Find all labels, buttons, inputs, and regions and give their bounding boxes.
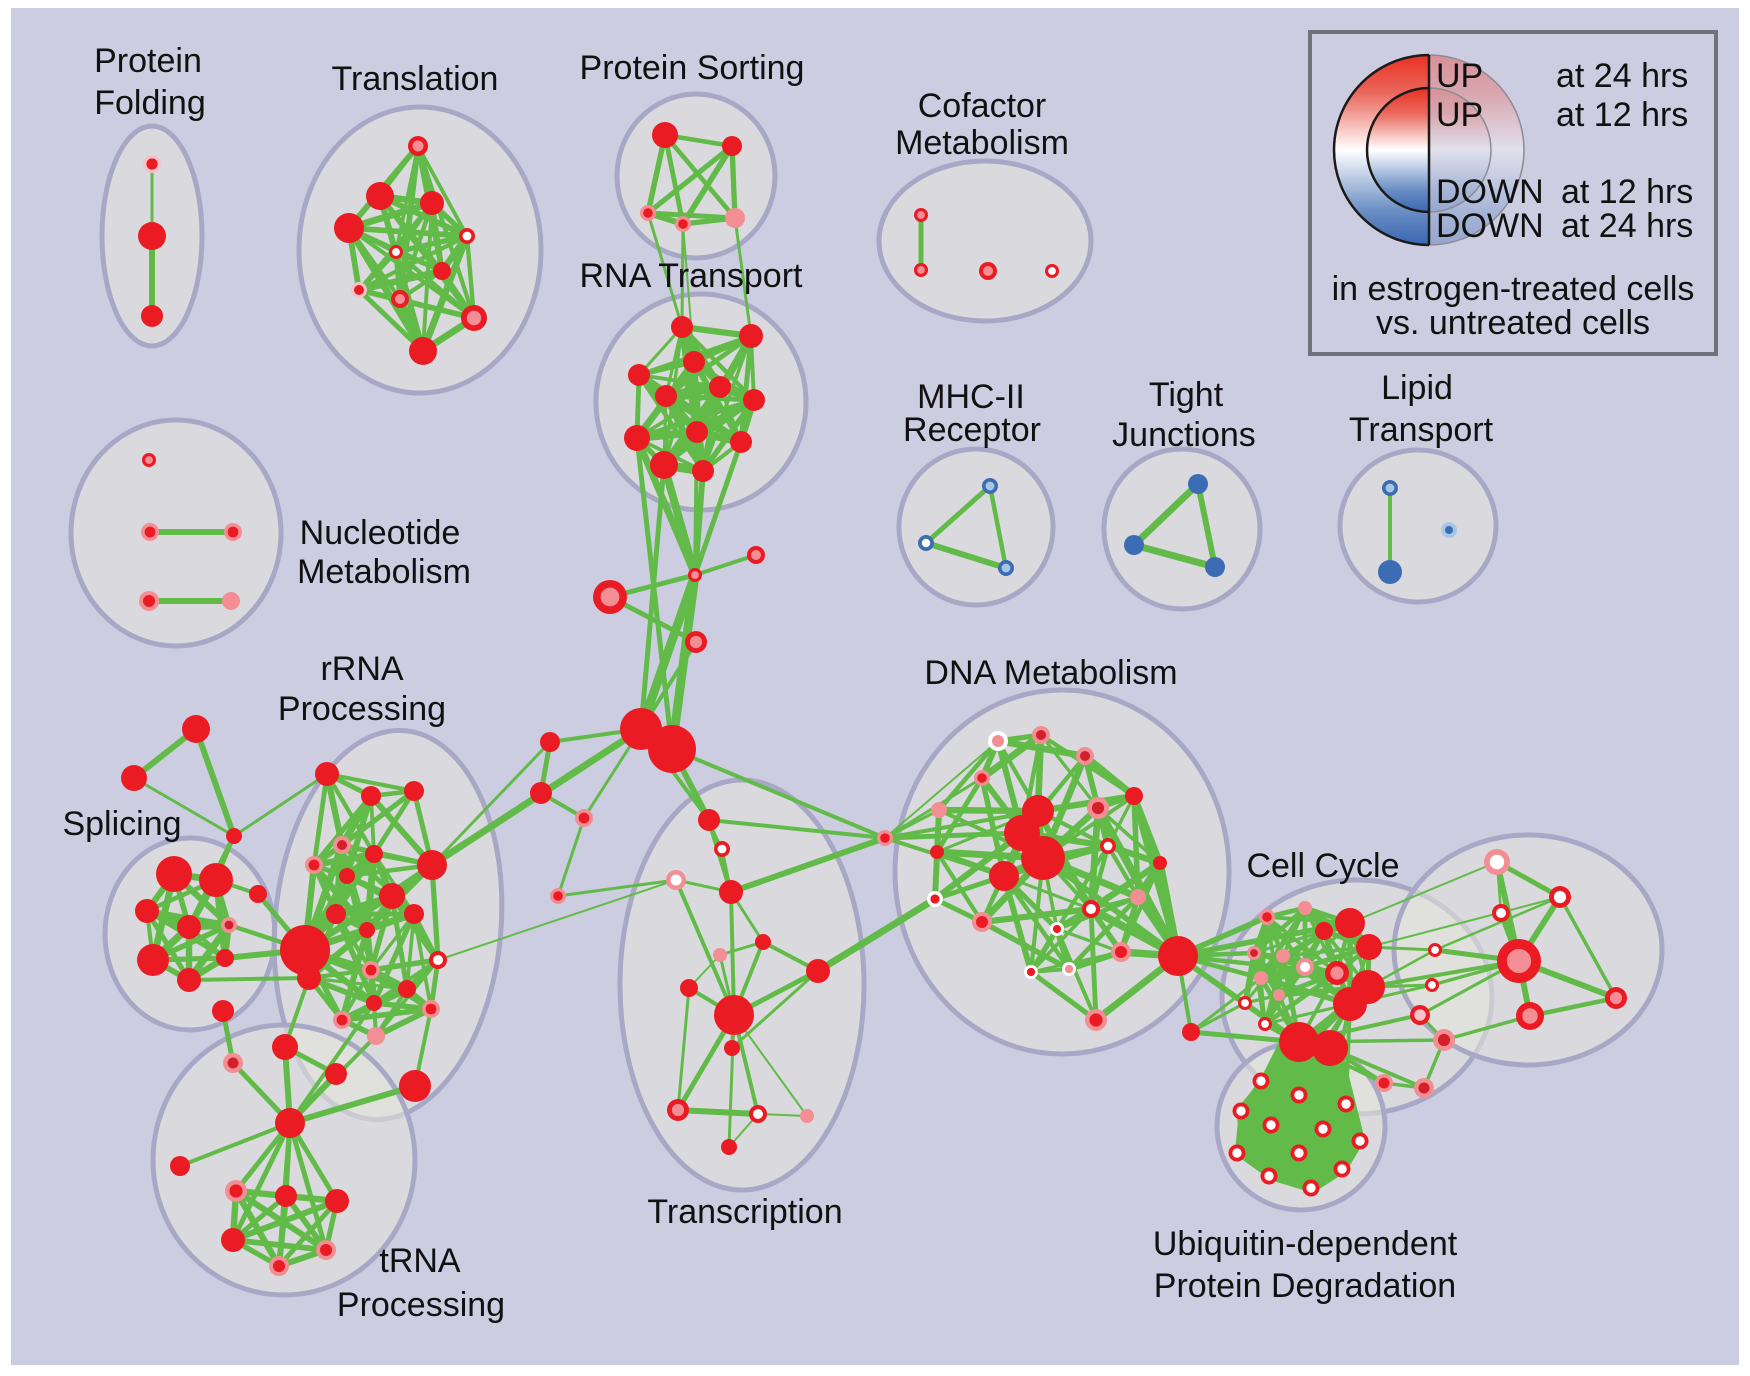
svg-text:Cell Cycle: Cell Cycle [1246, 847, 1399, 885]
svg-text:Processing: Processing [278, 690, 446, 728]
svg-text:Transcription: Transcription [647, 1193, 842, 1231]
svg-text:Receptor: Receptor [903, 411, 1041, 449]
svg-text:Transport: Transport [1349, 411, 1494, 449]
svg-text:UP: UP [1436, 96, 1483, 134]
svg-text:UP: UP [1436, 57, 1483, 95]
svg-text:RNA Transport: RNA Transport [580, 257, 804, 295]
svg-text:Protein Degradation: Protein Degradation [1154, 1267, 1456, 1305]
svg-text:DNA Metabolism: DNA Metabolism [924, 654, 1177, 692]
svg-text:Protein Sorting: Protein Sorting [580, 49, 805, 87]
svg-text:Lipid: Lipid [1381, 369, 1453, 407]
svg-text:Ubiquitin-dependent: Ubiquitin-dependent [1153, 1225, 1458, 1263]
svg-text:Folding: Folding [94, 84, 206, 122]
svg-text:in estrogen-treated cells: in estrogen-treated cells [1332, 270, 1695, 308]
svg-text:at 12 hrs: at 12 hrs [1561, 173, 1693, 211]
svg-text:Cofactor: Cofactor [918, 87, 1047, 125]
svg-text:tRNA: tRNA [379, 1242, 461, 1280]
svg-text:Junctions: Junctions [1112, 416, 1256, 454]
svg-text:Nucleotide: Nucleotide [300, 514, 461, 552]
svg-text:DOWN: DOWN [1436, 207, 1544, 245]
svg-text:Protein: Protein [94, 42, 202, 80]
svg-text:at 12 hrs: at 12 hrs [1556, 96, 1688, 134]
svg-text:at 24 hrs: at 24 hrs [1561, 207, 1693, 245]
svg-text:Metabolism: Metabolism [895, 124, 1069, 162]
svg-text:DOWN: DOWN [1436, 173, 1544, 211]
svg-text:MHC-II: MHC-II [917, 378, 1025, 416]
svg-text:Translation: Translation [332, 60, 499, 98]
svg-text:Processing: Processing [337, 1286, 505, 1324]
svg-text:Tight: Tight [1149, 376, 1224, 414]
svg-text:Metabolism: Metabolism [297, 553, 471, 591]
svg-text:Splicing: Splicing [62, 805, 181, 843]
svg-text:at 24 hrs: at 24 hrs [1556, 57, 1688, 95]
svg-text:rRNA: rRNA [320, 650, 403, 688]
svg-text:vs. untreated cells: vs. untreated cells [1376, 304, 1650, 342]
